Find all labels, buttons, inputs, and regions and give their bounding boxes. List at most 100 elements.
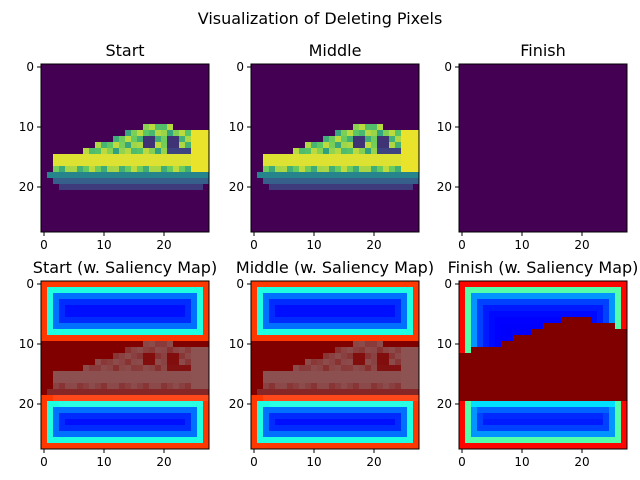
heatmap-cell — [543, 353, 550, 360]
heatmap-cell — [365, 112, 372, 119]
heatmap-cell — [335, 106, 342, 113]
heatmap-cell — [407, 353, 414, 360]
heatmap-cell — [305, 106, 312, 113]
heatmap-cell — [513, 88, 520, 95]
heatmap-cell — [317, 184, 324, 191]
heatmap-cell — [89, 365, 96, 372]
heatmap-cell — [77, 323, 84, 330]
heatmap-cell — [149, 196, 156, 203]
heatmap-cell — [395, 136, 402, 143]
heatmap-cell — [359, 437, 366, 444]
heatmap-cell — [119, 226, 126, 233]
heatmap-cell — [501, 70, 508, 77]
heatmap-cell — [413, 184, 420, 191]
heatmap-cell — [137, 160, 144, 167]
heatmap-cell — [549, 299, 556, 306]
heatmap-cell — [323, 82, 330, 89]
heatmap-cell — [269, 437, 276, 444]
heatmap-cell — [359, 202, 366, 209]
heatmap-cell — [615, 317, 622, 324]
heatmap-cell — [459, 341, 466, 348]
heatmap-cell — [495, 281, 502, 288]
heatmap-cell — [167, 437, 174, 444]
heatmap-cell — [395, 94, 402, 101]
heatmap-cell — [263, 293, 270, 300]
heatmap-cell — [41, 106, 48, 113]
heatmap-cell — [101, 214, 108, 221]
heatmap-cell — [323, 196, 330, 203]
heatmap-cell — [615, 64, 622, 71]
heatmap-cell — [561, 371, 568, 378]
heatmap-cell — [197, 166, 204, 173]
heatmap-cell — [149, 287, 156, 294]
heatmap-cell — [615, 443, 622, 450]
heatmap-cell — [269, 311, 276, 318]
heatmap-cell — [465, 166, 472, 173]
heatmap-cell — [591, 305, 598, 312]
heatmap-cell — [53, 196, 60, 203]
heatmap-cell — [53, 287, 60, 294]
heatmap-cell — [89, 353, 96, 360]
heatmap-cell — [537, 383, 544, 390]
heatmap-cell — [47, 437, 54, 444]
heatmap-cell — [507, 214, 514, 221]
heatmap-cell — [59, 220, 66, 227]
heatmap-cell — [251, 208, 258, 215]
heatmap-cell — [579, 323, 586, 330]
heatmap-cell — [317, 142, 324, 149]
heatmap-cell — [507, 166, 514, 173]
heatmap-cell — [591, 136, 598, 143]
heatmap-cell — [383, 100, 390, 107]
heatmap-cell — [191, 383, 198, 390]
heatmap-cell — [161, 305, 168, 312]
heatmap-cell — [371, 190, 378, 197]
heatmap-cell — [555, 160, 562, 167]
heatmap-cell — [561, 226, 568, 233]
heatmap-cell — [47, 281, 54, 288]
heatmap-cell — [459, 395, 466, 402]
subplot-title: Finish (w. Saliency Map) — [448, 258, 639, 277]
heatmap-cell — [471, 365, 478, 372]
heatmap-cell — [53, 323, 60, 330]
heatmap-cell — [413, 401, 420, 408]
heatmap-cell — [329, 94, 336, 101]
heatmap-cell — [407, 202, 414, 209]
heatmap-cell — [477, 281, 484, 288]
heatmap-cell — [89, 226, 96, 233]
heatmap-cell — [269, 142, 276, 149]
heatmap-cell — [401, 407, 408, 414]
heatmap-cell — [89, 196, 96, 203]
heatmap-cell — [89, 208, 96, 215]
heatmap-cell — [95, 335, 102, 342]
heatmap-cell — [585, 329, 592, 336]
heatmap-cell — [305, 184, 312, 191]
heatmap-cell — [489, 311, 496, 318]
heatmap-cell — [311, 166, 318, 173]
heatmap-cell — [495, 124, 502, 131]
heatmap-cell — [59, 226, 66, 233]
heatmap-cell — [621, 347, 628, 354]
heatmap-cell — [191, 214, 198, 221]
heatmap-cell — [543, 184, 550, 191]
heatmap-cell — [489, 305, 496, 312]
heatmap-cell — [603, 377, 610, 384]
heatmap-cell — [281, 208, 288, 215]
heatmap-cell — [59, 425, 66, 432]
heatmap-cell — [143, 136, 150, 143]
y-tick-label: 0 — [236, 277, 244, 291]
heatmap-cell — [507, 395, 514, 402]
heatmap-cell — [513, 106, 520, 113]
heatmap-cell — [603, 160, 610, 167]
heatmap-cell — [119, 220, 126, 227]
heatmap-cell — [119, 196, 126, 203]
heatmap-cell — [525, 136, 532, 143]
heatmap-cell — [471, 293, 478, 300]
heatmap-cell — [101, 413, 108, 420]
heatmap-cell — [113, 118, 120, 125]
y-tick-label: 20 — [229, 397, 244, 411]
heatmap-cell — [567, 431, 574, 438]
heatmap-cell — [579, 377, 586, 384]
heatmap-cell — [389, 124, 396, 131]
heatmap-cell — [401, 94, 408, 101]
heatmap-cell — [149, 100, 156, 107]
